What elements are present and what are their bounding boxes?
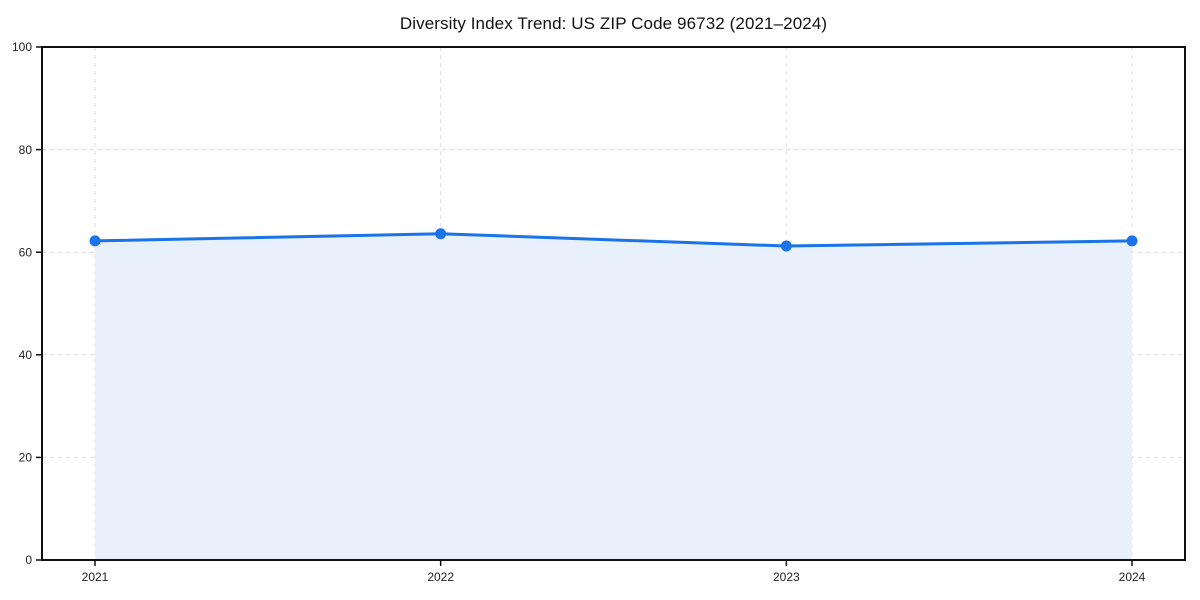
y-tick-label-80: 80 [19, 143, 33, 157]
y-tick-label-60: 60 [19, 245, 33, 259]
y-tick-label-0: 0 [25, 553, 32, 567]
y-tick-label-40: 40 [19, 348, 33, 362]
plot-frame [41, 46, 1186, 561]
y-tick-label-20: 20 [19, 451, 33, 465]
data-point-2022 [435, 228, 447, 240]
x-tick-label-2022: 2022 [427, 570, 454, 584]
trend-line [93, 232, 1134, 248]
data-point-2023 [780, 240, 792, 252]
data-point-2024 [1126, 235, 1138, 247]
y-tick-label-100: 100 [12, 40, 32, 54]
x-tick-label-2021: 2021 [82, 570, 109, 584]
x-tick-label-2023: 2023 [773, 570, 800, 584]
chart-title: Diversity Index Trend: US ZIP Code 96732… [399, 14, 828, 33]
x-tick-label-2024: 2024 [1119, 570, 1146, 584]
area-fill [95, 233, 1132, 560]
data-point-2021 [89, 235, 101, 247]
